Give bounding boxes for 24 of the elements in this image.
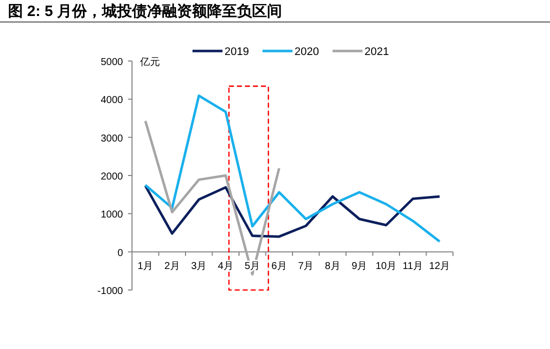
y-tick-label: 1000 [100, 210, 124, 221]
y-tick-label: 4000 [100, 95, 124, 106]
x-tick-label: 7月 [298, 260, 314, 272]
legend-label: 2020 [294, 46, 319, 58]
y-axis-title: 亿元 [139, 57, 160, 68]
x-tick-label: 5月 [244, 260, 260, 272]
y-tick-label: 2000 [100, 172, 124, 182]
x-tick-label: 4月 [218, 260, 234, 272]
y-tick-label: -1000 [97, 286, 124, 297]
x-tick-label: 6月 [271, 260, 287, 272]
x-tick-label: 8月 [324, 260, 340, 272]
y-tick-label: 5000 [100, 57, 124, 68]
y-tick-label: 0 [117, 248, 124, 259]
chart-title: 图 2: 5 月份，城投债净融资额降至负区间 [8, 2, 282, 20]
x-tick-label: 12月 [429, 260, 450, 272]
legend-label: 2021 [364, 46, 389, 58]
y-tick-label: 3000 [100, 133, 124, 144]
x-tick-label: 11月 [402, 260, 424, 272]
x-tick-label: 10月 [376, 260, 397, 272]
x-tick-label: 9月 [352, 260, 368, 272]
legend-label: 2019 [224, 46, 249, 58]
x-tick-label: 2月 [164, 260, 180, 272]
x-tick-label: 1月 [138, 260, 154, 272]
x-tick-label: 3月 [191, 260, 207, 272]
